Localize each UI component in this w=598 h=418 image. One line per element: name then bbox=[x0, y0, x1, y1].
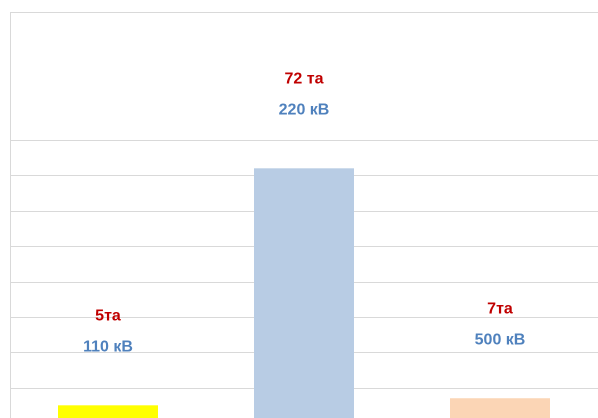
category-label: 110 кВ bbox=[83, 339, 133, 356]
value-label: 7та bbox=[487, 300, 513, 317]
value-label: 5та bbox=[95, 308, 121, 325]
bar bbox=[58, 405, 158, 418]
category-label: 500 кВ bbox=[475, 331, 526, 348]
marks: 5та 110 кВ 72 та 220 кВ 7та 500 кВ bbox=[58, 71, 550, 418]
chart-border bbox=[10, 12, 598, 418]
value-label: 72 та bbox=[285, 71, 324, 88]
category-label: 220 кВ bbox=[279, 102, 330, 119]
bar bbox=[450, 398, 550, 418]
bar bbox=[254, 168, 354, 418]
